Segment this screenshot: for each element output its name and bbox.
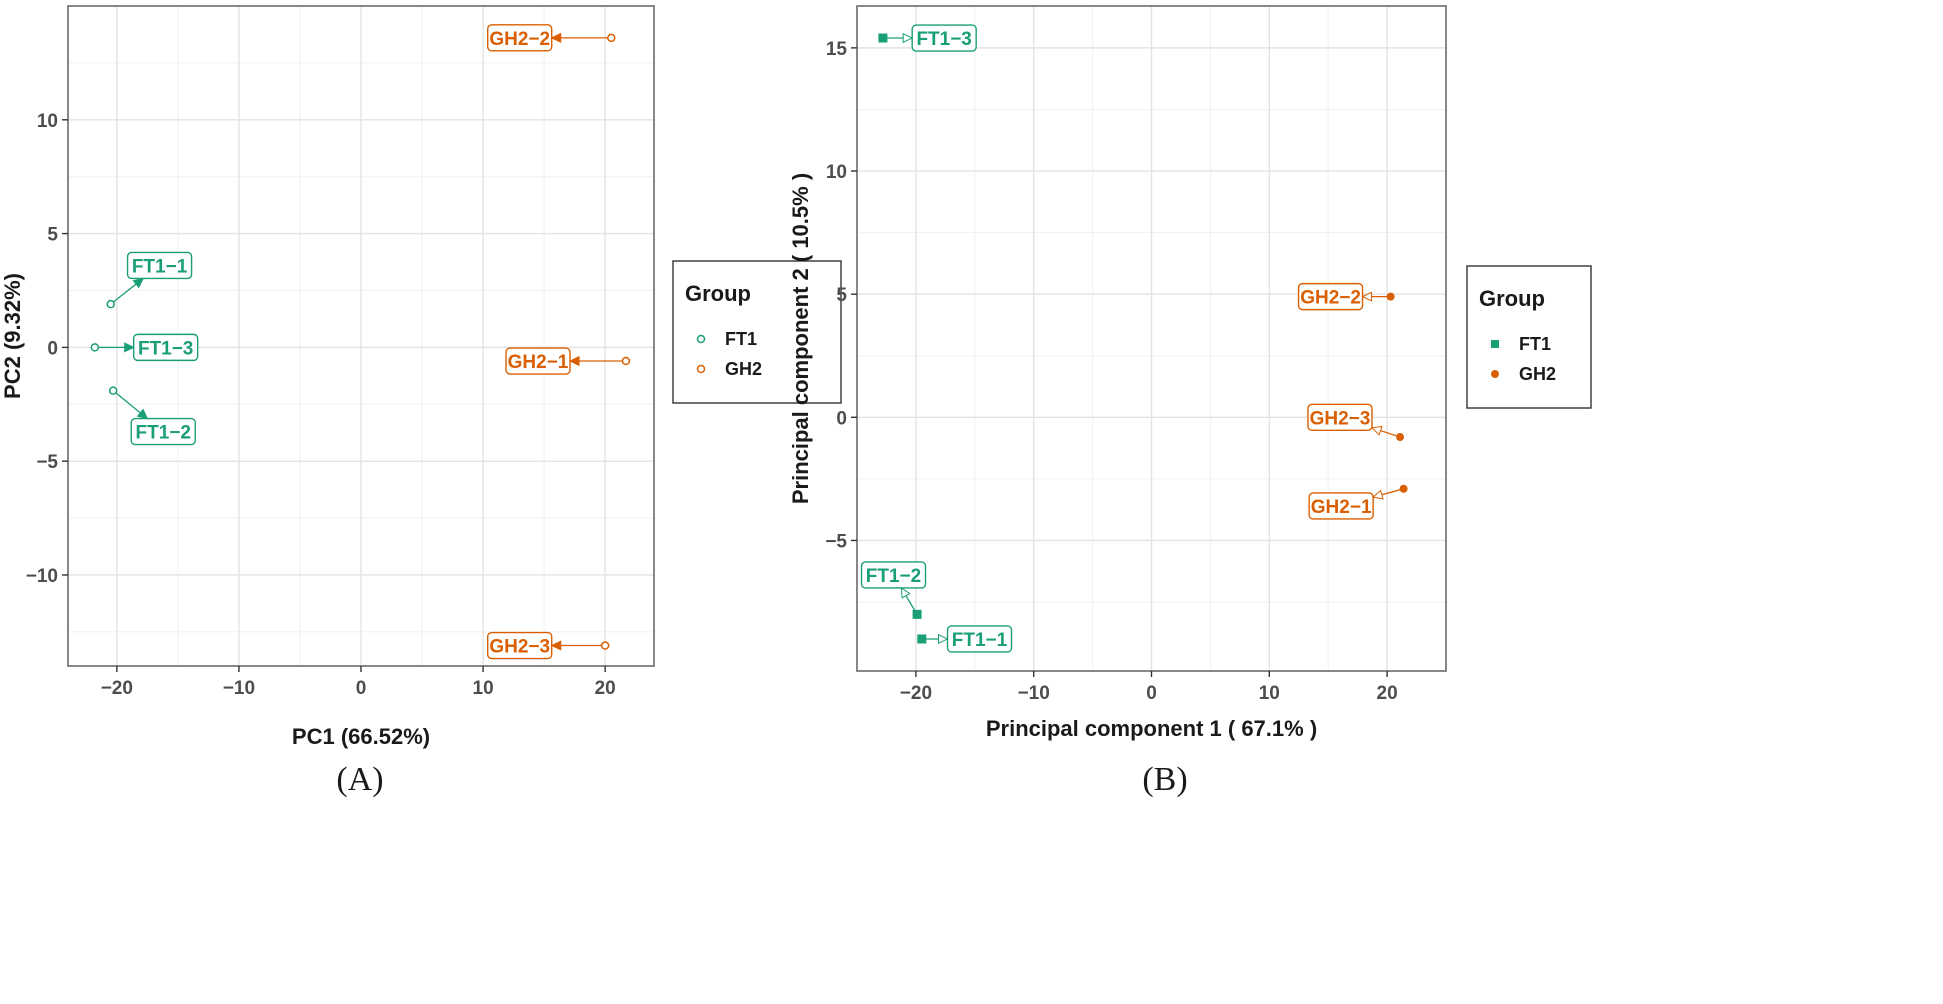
panel-caption: (A) [336, 761, 383, 798]
point-label: FT1−3 [916, 29, 971, 50]
legend-key [696, 334, 706, 344]
legend-label: FT1 [1519, 334, 1551, 354]
point-label: FT1−1 [952, 630, 1008, 651]
point-label: GH2−2 [1300, 288, 1361, 309]
y-tick-label: 15 [826, 39, 848, 60]
point-label: GH2−1 [1311, 497, 1372, 518]
point-arrowhead [132, 277, 145, 289]
point-label: GH2−1 [508, 352, 569, 373]
legend-title: Group [1479, 286, 1545, 311]
point-arrowhead [938, 633, 949, 645]
legend-box [672, 260, 842, 404]
point-arrowhead [550, 32, 562, 44]
data-point [912, 609, 922, 619]
data-point [917, 634, 927, 644]
data-point [878, 33, 888, 43]
data-point [600, 641, 610, 650]
y-tick-label: −10 [26, 566, 58, 587]
x-tick-label: −20 [900, 683, 932, 704]
point-label-box [126, 251, 193, 280]
data-point [1399, 484, 1408, 493]
legend-label: FT1 [725, 329, 757, 349]
y-tick-label: 0 [836, 408, 847, 429]
x-tick-label: −20 [101, 678, 133, 699]
point-arrowhead [568, 355, 580, 367]
point-label: FT1−1 [132, 256, 188, 277]
panel-caption: (B) [1142, 761, 1187, 798]
data-point [106, 299, 115, 309]
x-tick-label: 10 [473, 678, 494, 699]
point-arrowhead [1361, 291, 1373, 302]
point-arrowhead [1372, 489, 1384, 500]
point-label: FT1−2 [866, 566, 921, 587]
y-tick-label: −5 [36, 452, 58, 473]
data-point [108, 386, 118, 395]
legend-label: GH2 [1519, 364, 1556, 384]
x-tick-label: −10 [223, 678, 255, 699]
y-axis-title: Principal component 2 ( 10.5% ) [788, 173, 813, 504]
legend-box [1466, 265, 1592, 409]
y-tick-label: 10 [826, 162, 847, 183]
y-axis-title: PC2 (9.32%) [0, 273, 25, 399]
x-axis-title: Principal component 1 ( 67.1% ) [986, 716, 1317, 741]
x-tick-label: 20 [595, 678, 616, 699]
point-label: GH2−3 [489, 637, 550, 658]
point-arrowhead [550, 640, 562, 651]
point-label: FT1−3 [138, 338, 193, 359]
x-tick-label: −10 [1018, 683, 1050, 704]
data-point [607, 33, 616, 43]
point-label-box [130, 417, 196, 446]
x-tick-label: 0 [356, 678, 367, 699]
point-label-box [860, 561, 927, 589]
point-label: GH2−3 [1310, 408, 1371, 429]
legend-key [696, 364, 706, 374]
point-label: FT1−2 [135, 423, 190, 444]
x-tick-label: 10 [1259, 683, 1280, 704]
legend-key [1491, 340, 1499, 348]
point-arrowhead [902, 32, 914, 44]
data-point [90, 343, 100, 352]
data-point [621, 356, 631, 366]
legend-label: GH2 [725, 359, 762, 379]
y-tick-label: 5 [47, 225, 58, 246]
x-tick-label: 0 [1146, 683, 1157, 704]
x-axis-title: PC1 (66.52%) [292, 724, 430, 749]
point-label-box [1307, 403, 1373, 432]
data-point [1396, 433, 1405, 442]
point-label: GH2−2 [489, 29, 550, 50]
y-tick-label: 0 [47, 338, 58, 359]
y-tick-label: 5 [836, 285, 847, 306]
x-tick-label: 20 [1377, 683, 1398, 704]
point-arrowhead [900, 586, 911, 599]
legend-title: Group [685, 281, 751, 306]
data-point [1386, 292, 1395, 301]
point-arrowhead [136, 408, 149, 420]
y-tick-label: 10 [37, 111, 58, 132]
point-arrowhead [1370, 425, 1383, 436]
point-label-box [1308, 492, 1374, 520]
point-arrowhead [124, 342, 135, 353]
chart-2: −20 −10 0 10 20 −5 0 5 10 15 Principal component 1… [788, 5, 1592, 798]
chart-1: −20 −10 0 10 20 −10 −5 0 5 10 PC1 (66.52%) PC2 (9.3… [0, 5, 842, 798]
y-tick-label: −5 [825, 531, 847, 552]
legend-key [1491, 370, 1499, 378]
